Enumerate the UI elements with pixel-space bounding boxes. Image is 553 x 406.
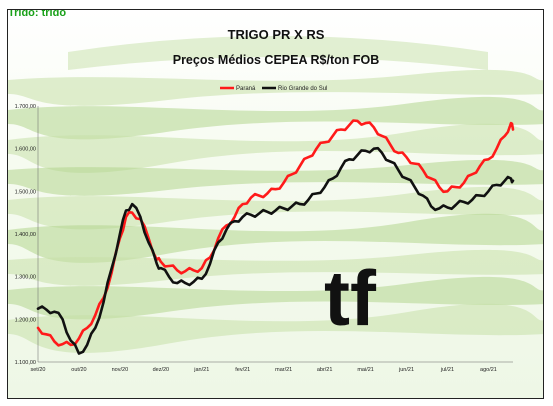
x-tick-label: ago/21	[480, 367, 497, 373]
background-band	[8, 96, 543, 140]
background-band	[8, 303, 543, 353]
background-band	[8, 159, 543, 196]
y-tick-label: 1.300,00	[15, 275, 36, 281]
chart-subtitle: Preços Médios CEPEA R$/ton FOB	[173, 53, 380, 67]
x-tick-label: out/20	[71, 367, 86, 373]
x-tick-label: jul/21	[440, 367, 454, 373]
x-tick-label: mar/21	[275, 367, 292, 373]
chart-title: TRIGO PR X RS	[228, 27, 325, 42]
legend-label: Rio Grande do Sul	[278, 86, 327, 92]
background-band	[8, 249, 543, 286]
series-lines	[36, 119, 515, 355]
y-axis: 1.100,00 1.200,00 1.300,00 1.400,00 1.500,00…	[15, 104, 39, 366]
legend: Paraná Rio Grande do Sul	[220, 86, 327, 92]
y-tick-label: 1.500,00	[15, 189, 36, 195]
x-tick-label: mai/21	[357, 367, 374, 373]
background-band	[8, 213, 543, 263]
chart-canvas: tf TRIGO PR X RS Preços Médios CEPEA R$/…	[8, 27, 543, 373]
x-tick-label: set/20	[31, 367, 46, 373]
background-band	[68, 36, 488, 70]
x-tick-label: nov/20	[112, 367, 129, 373]
y-tick-label: 1.600,00	[15, 147, 36, 153]
background-band	[8, 276, 543, 320]
y-tick-label: 1.700,00	[15, 104, 36, 110]
x-axis: set/20 out/20 nov/20 dez/20 jan/21 fev/21 mar/…	[31, 361, 513, 373]
header-fragment: Trigo: trigo	[8, 10, 67, 16]
chart-frame: Trigo: trigo tf TRIGO PR X RS Preços Méd…	[7, 9, 544, 399]
legend-label: Paraná	[236, 86, 256, 92]
x-tick-label: fev/21	[235, 367, 250, 373]
series-line-rio-grande-do-sul	[36, 146, 515, 355]
x-tick-label: jan/21	[193, 367, 209, 373]
x-tick-label: jun/21	[398, 367, 414, 373]
y-tick-label: 1.100,00	[15, 360, 36, 366]
y-tick-label: 1.400,00	[15, 232, 36, 238]
background-band	[8, 123, 543, 173]
x-tick-label: abr/21	[317, 367, 333, 373]
tf-logo: tf	[324, 254, 377, 342]
x-tick-label: dez/20	[153, 367, 170, 373]
background-bands	[8, 36, 543, 353]
y-tick-label: 1.200,00	[15, 317, 36, 323]
